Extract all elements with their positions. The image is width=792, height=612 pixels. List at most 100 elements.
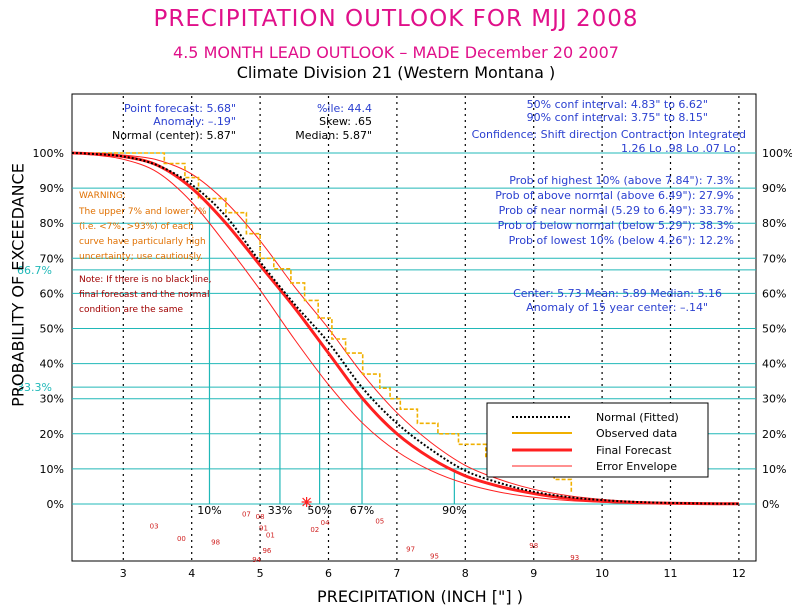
conf50-text: 50% conf interval: 4.83" to 6.62": [527, 98, 708, 111]
y-tick-label-right: 40%: [762, 358, 786, 371]
y-tick-label-right: 90%: [762, 182, 786, 195]
year-label: 91: [259, 524, 268, 532]
quantile-label: 50%: [307, 504, 331, 517]
x-tick-label: 9: [530, 567, 537, 580]
year-label: 98: [211, 538, 220, 546]
y-tick-label-left: 10%: [40, 463, 64, 476]
normal-fitted-line: [71, 152, 739, 505]
y-tick-label-left: 40%: [40, 358, 64, 371]
chart-title: PRECIPITATION OUTLOOK FOR MJJ 2008: [153, 6, 639, 32]
legend: Normal (Fitted) Observed data Final Fore…: [486, 402, 709, 478]
quantile-label: 10%: [197, 504, 221, 517]
warning-line: (i.e. <7%, >93%) of each: [79, 222, 194, 232]
legend-label-normal: Normal (Fitted): [596, 411, 679, 424]
x-tick-label: 11: [664, 567, 678, 580]
y-tick-label-right: 0%: [762, 498, 779, 511]
x-tick-label: 4: [188, 567, 195, 580]
anomaly-center: Anomaly of 15 year center: –.14": [526, 301, 708, 314]
legend-label-forecast: Final Forecast: [596, 444, 672, 457]
point-forecast-marker: [301, 497, 312, 507]
year-label: 08: [256, 513, 265, 521]
final-forecast-line: [71, 151, 739, 506]
quantile-label: 33%: [268, 504, 292, 517]
note-line: final forecast and the normal: [79, 290, 209, 300]
x-tick-label: 7: [393, 567, 400, 580]
y-axis-label: PROBABILITY OF EXCEEDANCE: [8, 163, 28, 407]
normal-center-text: Normal (center): 5.87": [112, 129, 236, 142]
prob-lowest: Prob of lowest 10% (below 4.26"): 12.2%: [509, 234, 734, 247]
y-tick-label-left: 70%: [40, 252, 64, 265]
skew-text: Skew: .65: [319, 115, 372, 128]
x-tick-label: 12: [732, 567, 746, 580]
y-tick-label-right: 80%: [762, 217, 786, 230]
x-tick-label: 8: [462, 567, 469, 580]
plot-frame: [71, 93, 757, 562]
year-label: 05: [375, 517, 384, 525]
note-block: Note: If there is no black line, final f…: [79, 275, 212, 315]
note-line: Note: If there is no black line,: [79, 275, 212, 285]
stats-block: Point forecast: 5.68" Anomaly: –.19" Nor…: [112, 98, 746, 155]
y-tick-label-left: 0%: [47, 498, 64, 511]
year-label: 96: [262, 547, 271, 555]
y-tick-label-right: 20%: [762, 428, 786, 441]
warning-line: curve have particularly high: [79, 237, 206, 247]
year-label: 02: [310, 526, 319, 534]
tercile-label: 66.7%: [17, 264, 52, 277]
observed-data-line: [72, 152, 573, 494]
prob-highest: Prob of highest 10% (above 7.84"): 7.3%: [509, 174, 734, 187]
legend-label-observed: Observed data: [596, 427, 677, 440]
legend-box: [486, 402, 709, 478]
year-label: 98: [529, 542, 538, 550]
y-tick-label-left: 50%: [40, 323, 64, 336]
confidence-values: 1.26 Lo .98 Lo .07 Lo: [621, 142, 736, 155]
median-text: Median: 5.87": [295, 129, 372, 142]
x-tick-label: 6: [325, 567, 332, 580]
y-tick-label-left: 20%: [40, 428, 64, 441]
y-tick-label-right: 10%: [762, 463, 786, 476]
year-label: 03: [150, 523, 159, 531]
pctile-text: %ile: 44.4: [317, 102, 372, 115]
climate-division-label: Climate Division 21 (Western Montana ): [236, 63, 556, 82]
year-label: 95: [430, 552, 439, 560]
x-tick-label: 10: [595, 567, 609, 580]
note-line: condition are the same: [79, 305, 183, 315]
year-label: 97: [406, 545, 415, 553]
prob-below: Prob of below normal (below 5.29"): 38.3…: [498, 219, 734, 232]
y-tick-label-left: 60%: [40, 287, 64, 300]
confidence-header: Confidence: Shift direction Contraction …: [472, 128, 746, 141]
conf90-text: 90% conf interval: 3.75" to 8.15": [527, 111, 708, 124]
warning-line: WARNING:: [79, 191, 126, 201]
y-tick-label-left: 90%: [40, 182, 64, 195]
x-tick-label: 3: [120, 567, 127, 580]
y-tick-label-left: 30%: [40, 393, 64, 406]
y-tick-label-right: 60%: [762, 287, 786, 300]
y-tick-label-left: 100%: [33, 147, 64, 160]
chart-subtitle: 4.5 MONTH LEAD OUTLOOK – MADE December 2…: [173, 43, 619, 62]
y-tick-label-right: 100%: [762, 147, 792, 160]
quantile-label: 90%: [442, 504, 466, 517]
year-label: 01: [266, 531, 275, 539]
warning-line: The upper 7% and lower 7%: [78, 207, 207, 217]
y-tick-label-right: 50%: [762, 323, 786, 336]
year-label: 00: [177, 535, 186, 543]
tercile-label: 33.3%: [17, 381, 52, 394]
probability-block: Prob of highest 10% (above 7.84"): 7.3% …: [495, 174, 734, 314]
point-forecast-text: Point forecast: 5.68": [124, 102, 236, 115]
year-label: 94: [252, 556, 261, 564]
x-axis-label: PRECIPITATION (INCH ["] ): [317, 587, 523, 606]
x-tick-label: 5: [257, 567, 264, 580]
year-label: 04: [321, 519, 330, 527]
center-mean-median: Center: 5.73 Mean: 5.89 Median: 5.16: [513, 287, 722, 300]
y-tick-label-left: 80%: [40, 217, 64, 230]
y-tick-label-right: 30%: [762, 393, 786, 406]
prob-above: Prob of above normal (above 6.49"): 27.9…: [495, 189, 734, 202]
quantile-label: 67%: [350, 504, 374, 517]
year-label: 07: [242, 510, 251, 518]
anomaly-text: Anomaly: –.19": [153, 115, 236, 128]
legend-label-envelope: Error Envelope: [596, 460, 677, 473]
prob-near: Prob of near normal (5.29 to 6.49"): 33.…: [499, 204, 734, 217]
warning-line: uncertainty; use cautiously.: [79, 252, 203, 262]
y-tick-label-right: 70%: [762, 252, 786, 265]
warning-block: WARNING: The upper 7% and lower 7% (i.e.…: [78, 191, 207, 262]
